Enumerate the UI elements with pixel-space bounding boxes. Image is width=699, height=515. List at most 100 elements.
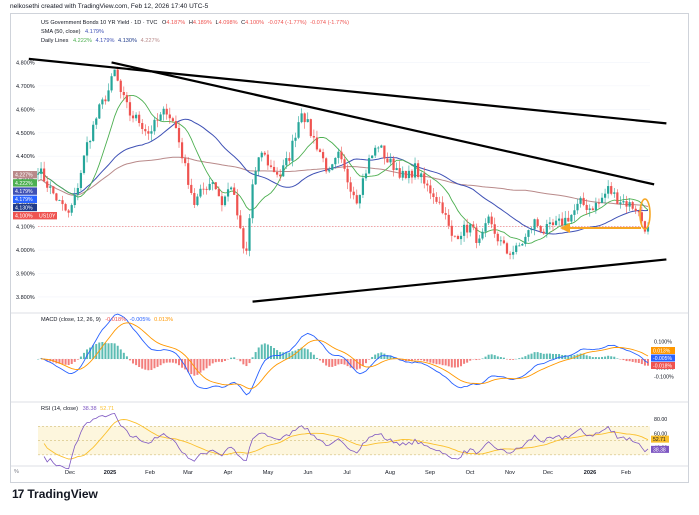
candle-body — [432, 193, 435, 198]
y-tick-label: 4.100% — [16, 225, 35, 231]
candle-body — [328, 170, 331, 172]
candle-body — [70, 205, 73, 213]
candle-body — [321, 152, 325, 159]
x-tick-label: Mar — [183, 470, 193, 476]
macd-panel: 0.100%0.050%-0.050%-0.100%0.013%-0.005%-… — [37, 313, 675, 396]
candle-body — [202, 188, 205, 190]
rsi-legend: RSI (14, close) 38.38 52.71 — [41, 406, 114, 412]
macd-histogram-bar — [165, 359, 168, 363]
candle-body — [306, 119, 309, 123]
candle-body — [502, 240, 506, 244]
candle-body — [628, 202, 631, 207]
candle-body — [141, 123, 144, 130]
candle-body — [233, 187, 236, 195]
candle-body — [413, 163, 417, 178]
macd-histogram-bar — [582, 354, 585, 359]
candle-body — [272, 166, 276, 173]
candle-body — [312, 136, 315, 138]
candle-body — [89, 140, 92, 143]
candle-body — [493, 224, 496, 234]
sma-50-line — [37, 118, 649, 235]
macd-histogram-bar — [116, 345, 119, 359]
candle-body — [389, 158, 392, 163]
candle-body — [52, 186, 55, 194]
candle-body — [358, 194, 361, 204]
macd-histogram-bar — [128, 359, 131, 361]
macd-histogram-bar — [285, 352, 288, 359]
macd-histogram-bar — [475, 359, 478, 361]
macd-tag — [651, 347, 675, 354]
macd-histogram-bar — [374, 354, 377, 359]
macd-histogram-bar — [319, 359, 322, 361]
macd-histogram-bar — [509, 359, 512, 360]
candle-body — [597, 202, 601, 204]
macd-histogram-bar — [432, 359, 435, 364]
candle-body — [150, 131, 153, 134]
macd-histogram-bar — [555, 353, 558, 359]
candle-body — [619, 202, 622, 205]
macd-histogram-bar — [208, 359, 211, 366]
macd-histogram-bar — [490, 354, 493, 359]
macd-histogram-bar — [625, 359, 628, 362]
macd-histogram-bar — [245, 359, 248, 367]
macd-histogram-bar — [588, 356, 591, 359]
macd-histogram-bar — [450, 359, 453, 368]
candle-body — [257, 157, 260, 172]
price-tag-text: 4.179% — [15, 197, 33, 203]
candle-body — [285, 158, 288, 166]
candle-body — [459, 235, 463, 240]
candle-body — [637, 210, 640, 213]
macd-histogram-bar — [564, 354, 567, 359]
candle-body — [331, 164, 334, 171]
macd-histogram-bar — [122, 352, 125, 359]
daily-lines-legend: Daily Lines 4.222% 4.179% 4.130% 4.227% — [41, 38, 160, 44]
macd-histogram-bar — [585, 355, 588, 359]
macd-histogram-bar — [113, 343, 116, 359]
candle-body — [499, 240, 502, 242]
price-tag-text: 4.227% — [15, 173, 33, 179]
macd-histogram-bar — [401, 359, 404, 361]
macd-histogram-bar — [187, 359, 190, 373]
macd-histogram-bar — [199, 359, 202, 373]
macd-histogram-bar — [594, 357, 597, 359]
candle-body — [646, 226, 650, 232]
macd-histogram-bar — [147, 359, 150, 371]
macd-histogram-bar — [171, 359, 174, 363]
macd-histogram-bar — [570, 355, 573, 359]
macd-histogram-bar — [107, 343, 110, 359]
candle-body — [64, 204, 67, 211]
candle-body — [567, 217, 570, 222]
macd-histogram-bar — [493, 355, 496, 359]
candle-body — [570, 214, 573, 222]
candle-body — [177, 127, 181, 143]
macd-histogram-bar — [548, 353, 551, 359]
macd-histogram-bar — [607, 355, 610, 359]
macd-histogram-bar — [444, 359, 447, 366]
macd-histogram-bar — [579, 353, 582, 359]
macd-histogram-bar — [331, 359, 334, 367]
candle-body — [147, 131, 150, 134]
macd-histogram-bar — [46, 359, 49, 361]
candle-body — [380, 145, 383, 148]
candle-body — [603, 193, 607, 198]
macd-histogram-bar — [389, 355, 392, 359]
macd-histogram-bar — [233, 357, 236, 359]
macd-histogram-bar — [55, 359, 58, 364]
macd-histogram-bar — [512, 359, 515, 360]
candle-body — [113, 69, 116, 77]
candle-body — [214, 182, 217, 190]
price-tag-text: 4.179% — [15, 189, 33, 195]
macd-histogram-bar — [150, 359, 153, 370]
candle-body — [318, 149, 322, 153]
macd-tag — [651, 362, 675, 369]
candle-body — [242, 228, 245, 249]
macd-histogram-bar — [383, 353, 386, 359]
macd-histogram-bar — [202, 359, 205, 371]
candle-body — [524, 236, 527, 244]
macd-histogram-bar — [371, 356, 374, 359]
x-tick-label: Apr — [224, 470, 233, 476]
macd-histogram-bar — [95, 343, 98, 359]
candle-body — [226, 189, 230, 197]
candle-body — [361, 178, 365, 195]
